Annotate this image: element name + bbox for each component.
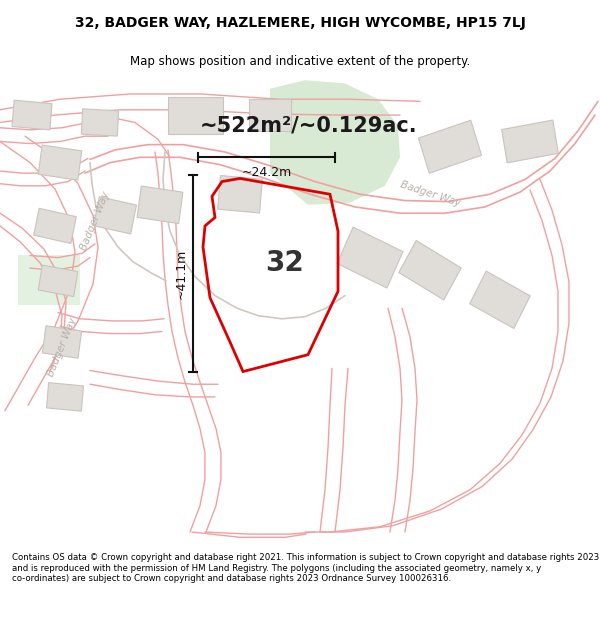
Polygon shape <box>34 208 76 244</box>
Polygon shape <box>47 382 83 411</box>
Polygon shape <box>12 100 52 130</box>
Text: Badger Way: Badger Way <box>79 189 112 252</box>
Polygon shape <box>399 241 461 300</box>
Text: ~24.2m: ~24.2m <box>241 166 292 179</box>
Polygon shape <box>218 176 262 213</box>
Text: ~522m²/~0.129ac.: ~522m²/~0.129ac. <box>200 116 418 136</box>
Polygon shape <box>470 271 530 329</box>
Polygon shape <box>167 97 223 134</box>
Text: Badger Way: Badger Way <box>398 180 461 209</box>
Polygon shape <box>137 186 183 224</box>
Polygon shape <box>249 99 291 131</box>
Polygon shape <box>18 256 80 305</box>
Polygon shape <box>82 109 119 136</box>
Polygon shape <box>38 265 78 297</box>
Polygon shape <box>502 120 559 163</box>
Text: 32: 32 <box>266 249 304 277</box>
Text: Contains OS data © Crown copyright and database right 2021. This information is : Contains OS data © Crown copyright and d… <box>12 553 599 583</box>
Polygon shape <box>38 145 82 180</box>
Polygon shape <box>418 120 482 173</box>
Text: Badger Way: Badger Way <box>46 316 79 378</box>
Polygon shape <box>337 227 403 288</box>
Polygon shape <box>94 197 136 234</box>
Text: ~41.1m: ~41.1m <box>175 248 187 299</box>
Text: 32, BADGER WAY, HAZLEMERE, HIGH WYCOMBE, HP15 7LJ: 32, BADGER WAY, HAZLEMERE, HIGH WYCOMBE,… <box>74 16 526 29</box>
Polygon shape <box>270 80 400 205</box>
Polygon shape <box>43 326 82 358</box>
Text: Map shows position and indicative extent of the property.: Map shows position and indicative extent… <box>130 54 470 68</box>
